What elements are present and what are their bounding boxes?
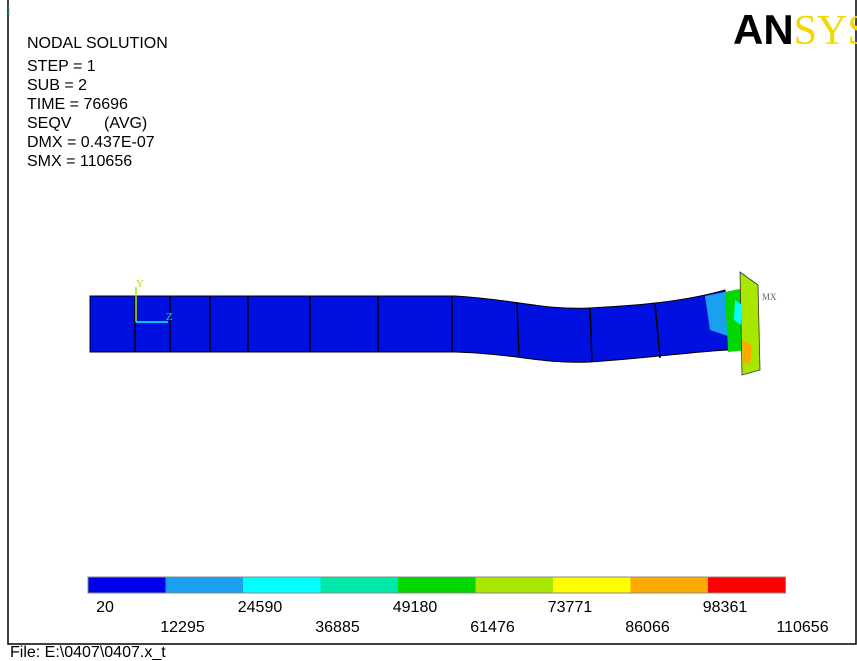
info-line: STEP = 1 xyxy=(27,58,96,75)
legend-label: 98361 xyxy=(703,599,748,616)
info-line: DMX = 0.437E-07 xyxy=(27,134,155,151)
info-line: (AVG) xyxy=(104,115,147,132)
legend-swatch xyxy=(553,577,631,593)
logo-an: AN xyxy=(733,6,794,53)
triad-z: Z xyxy=(166,311,173,323)
legend-label: 61476 xyxy=(470,619,515,636)
window-number: 1 xyxy=(6,5,12,17)
legend-label: 86066 xyxy=(625,619,670,636)
logo-sys: SYS xyxy=(794,8,857,54)
legend-label: 49180 xyxy=(393,599,438,616)
file-path: File: E:\0407\0407.x_t xyxy=(10,644,166,661)
legend-label: 12295 xyxy=(160,619,205,636)
legend-swatch xyxy=(166,577,244,593)
title: NODAL SOLUTION xyxy=(27,35,168,52)
info-line: TIME = 76696 xyxy=(27,96,128,113)
triad-y: Y xyxy=(136,278,144,290)
info-line: SUB = 2 xyxy=(27,77,87,94)
viewport: 1 NODAL SOLUTION STEP = 1 SUB = 2 TIME =… xyxy=(0,0,857,661)
info-line: SEQV xyxy=(27,115,72,132)
legend-swatch xyxy=(631,577,709,593)
legend-label: 20 xyxy=(96,599,114,616)
info-line: SMX = 110656 xyxy=(27,153,132,170)
legend-swatch xyxy=(243,577,321,593)
legend-swatch xyxy=(88,577,166,593)
legend-swatch xyxy=(708,577,786,593)
logo: ANSYS xyxy=(733,6,857,54)
legend-swatch xyxy=(476,577,554,593)
legend-label: 110656 xyxy=(776,619,828,636)
legend-swatch xyxy=(398,577,476,593)
legend-label: 24590 xyxy=(238,599,283,616)
legend-label: 73771 xyxy=(548,599,593,616)
legend-label: 36885 xyxy=(315,619,360,636)
max-marker: MX xyxy=(762,292,777,302)
legend-swatch xyxy=(321,577,399,593)
